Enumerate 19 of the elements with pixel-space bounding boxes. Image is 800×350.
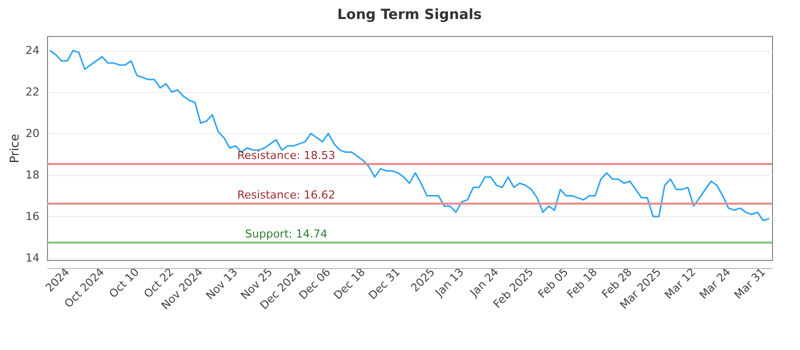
ref-line-label: Resistance: 16.62 bbox=[237, 188, 336, 202]
x-tick-label: Dec 31 bbox=[366, 266, 403, 302]
y-tick-label: 24 bbox=[26, 44, 40, 58]
y-axis-title: Price bbox=[8, 134, 22, 164]
x-tick-label: Mar 24 bbox=[697, 266, 734, 302]
chart-title: Long Term Signals bbox=[337, 7, 482, 23]
line-series bbox=[49, 50, 770, 222]
x-tick-label: Mar 31 bbox=[732, 266, 768, 302]
y-tick-label: 20 bbox=[26, 126, 40, 140]
ref-line-label: Support: 14.74 bbox=[245, 228, 328, 241]
y-tick-label: 16 bbox=[26, 210, 40, 223]
x-tick-label: Nov 13 bbox=[203, 266, 240, 302]
y-tick-label: 22 bbox=[26, 86, 40, 98]
x-tick-label: Dec 18 bbox=[331, 266, 368, 302]
ref-line-label: Resistance: 18.53 bbox=[237, 148, 336, 162]
y-tick-label: 14 bbox=[26, 251, 40, 264]
x-tick-label: Oct 10 bbox=[106, 266, 142, 301]
y-tick-label: 18 bbox=[26, 168, 40, 182]
x-tick-label: Mar 12 bbox=[662, 266, 698, 302]
